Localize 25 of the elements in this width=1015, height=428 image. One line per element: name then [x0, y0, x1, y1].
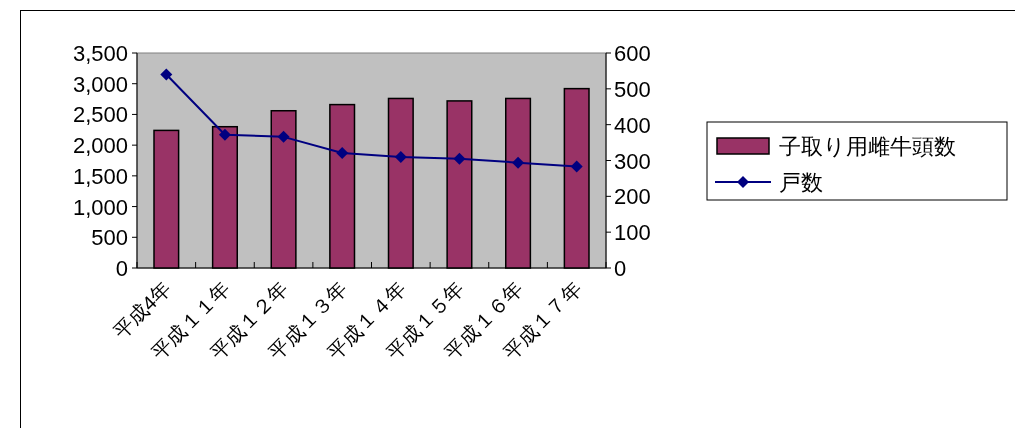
- y2-tick-label: 400: [614, 112, 651, 138]
- y-tick-label: 500: [91, 225, 128, 251]
- y-tick-label: 1,500: [72, 163, 128, 189]
- y2-tick-label: 0: [614, 256, 627, 281]
- y2-tick-label: 300: [614, 148, 651, 174]
- y2-tick-label: 100: [614, 220, 651, 246]
- point: [218, 128, 231, 141]
- point: [160, 68, 173, 81]
- y-tick-label: 1,000: [72, 194, 128, 220]
- y-tick-label: 3,500: [72, 41, 128, 66]
- y-tick-label: 2,500: [72, 102, 128, 128]
- point: [512, 156, 525, 169]
- point: [277, 130, 290, 143]
- point: [336, 146, 349, 159]
- y2-tick-label: 500: [614, 76, 651, 102]
- point: [453, 152, 466, 165]
- legend-label: 戸数: [779, 170, 823, 195]
- point: [570, 160, 583, 173]
- y2-tick-label: 200: [614, 184, 651, 210]
- point: [394, 150, 407, 163]
- legend-label: 子取り用雌牛頭数: [779, 134, 956, 159]
- y-tick-label: 2,000: [72, 133, 128, 159]
- y-tick-label: 3,000: [72, 71, 128, 97]
- y-tick-label: 0: [115, 256, 128, 281]
- y2-tick-label: 600: [614, 41, 651, 66]
